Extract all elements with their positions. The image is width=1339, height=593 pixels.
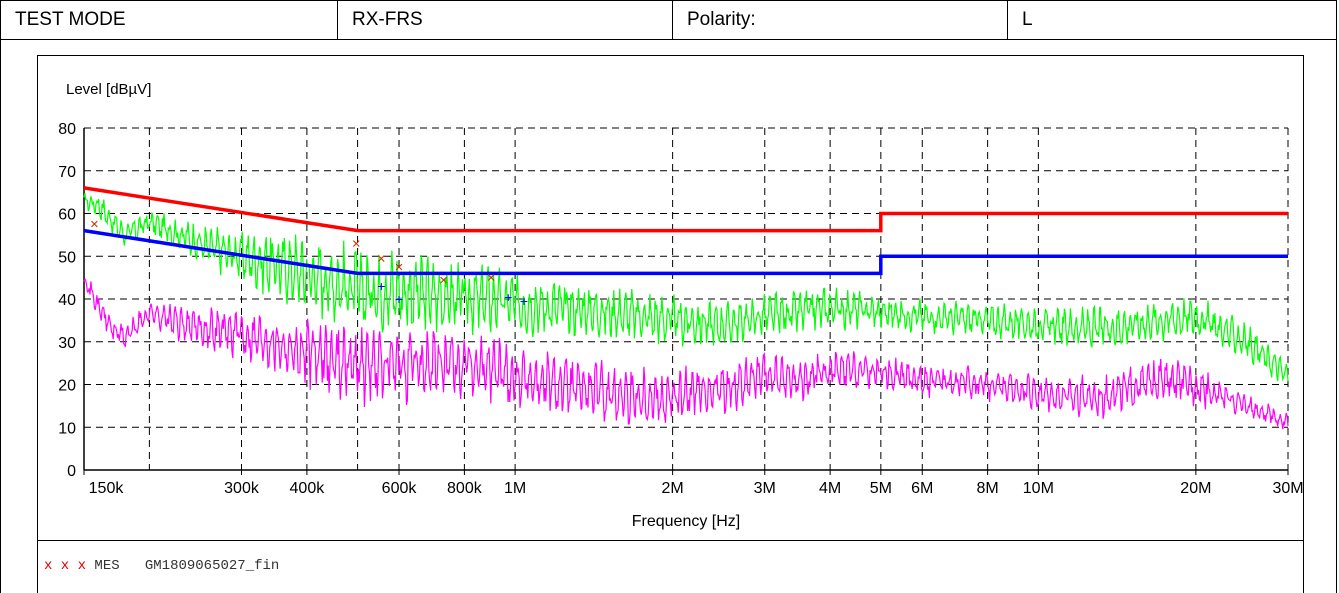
avg-measurement-marker: + (504, 289, 512, 305)
x-tick-label: 3M (754, 480, 776, 497)
average-trace-line (83, 277, 1289, 430)
x-tick-label: 800k (447, 480, 483, 497)
qp-measurement-marker: × (377, 250, 386, 267)
x-tick-label: 10M (1023, 480, 1054, 497)
x-tick-label: 4M (819, 480, 841, 497)
y-tick-label: 40 (58, 292, 76, 309)
y-tick-label: 10 (58, 420, 76, 437)
avg-measurement-marker: + (395, 291, 403, 307)
test-info-table: TEST MODE RX-FRS Polarity: L (0, 0, 1337, 40)
y-tick-label: 80 (58, 121, 76, 138)
measurement-legend: x x x MES GM1809065027_fin (44, 558, 279, 574)
x-tick-label: 300k (224, 480, 260, 497)
report-body (0, 40, 1337, 593)
avg-measurement-marker: + (377, 278, 385, 294)
x-tick-label: 5M (870, 480, 892, 497)
avg-limit-line (83, 228, 1288, 276)
qp-limit-line (83, 186, 1288, 233)
polarity-value: L (1022, 9, 1033, 30)
legend-marker-symbols: x x x (44, 558, 87, 574)
y-tick-label: 30 (58, 335, 76, 352)
qp-measurement-marker: × (90, 216, 99, 233)
qp-measurement-marker: × (487, 270, 496, 287)
x-tick-label: 2M (662, 480, 684, 497)
qp-measurement-marker: × (439, 272, 448, 289)
test-mode-label: TEST MODE (1, 1, 338, 39)
y-tick-label: 70 (58, 164, 76, 181)
avg-measurement-marker: + (520, 293, 528, 309)
test-mode-value: RX-FRS (338, 1, 673, 39)
x-tick-label: 600k (382, 480, 418, 497)
chart-panel (37, 55, 1304, 593)
qp-measurement-marker: × (395, 259, 404, 276)
peak-trace-line (83, 192, 1289, 382)
y-tick-label: 50 (58, 249, 76, 266)
x-tick-label: 1M (504, 480, 526, 497)
polarity-label: Polarity: (673, 1, 1008, 39)
y-axis-label: Level [dBµV] (66, 81, 151, 98)
y-tick-label: 20 (58, 378, 76, 395)
x-tick-label: 20M (1180, 480, 1211, 497)
x-tick-label: 6M (911, 480, 933, 497)
x-tick-label: 8M (977, 480, 999, 497)
legend-series-name: MES (94, 558, 120, 574)
legend-divider (37, 540, 1304, 541)
x-tick-label: 150k (89, 480, 125, 497)
y-tick-label: 60 (58, 207, 76, 224)
legend-file-name: GM1809065027_fin (144, 558, 280, 574)
x-tick-label: 30M (1272, 480, 1303, 497)
qp-measurement-marker: × (352, 235, 361, 252)
y-tick-label: 0 (67, 463, 76, 480)
x-axis-label: Frequency [Hz] (632, 513, 740, 530)
x-tick-label: 400k (290, 480, 326, 497)
